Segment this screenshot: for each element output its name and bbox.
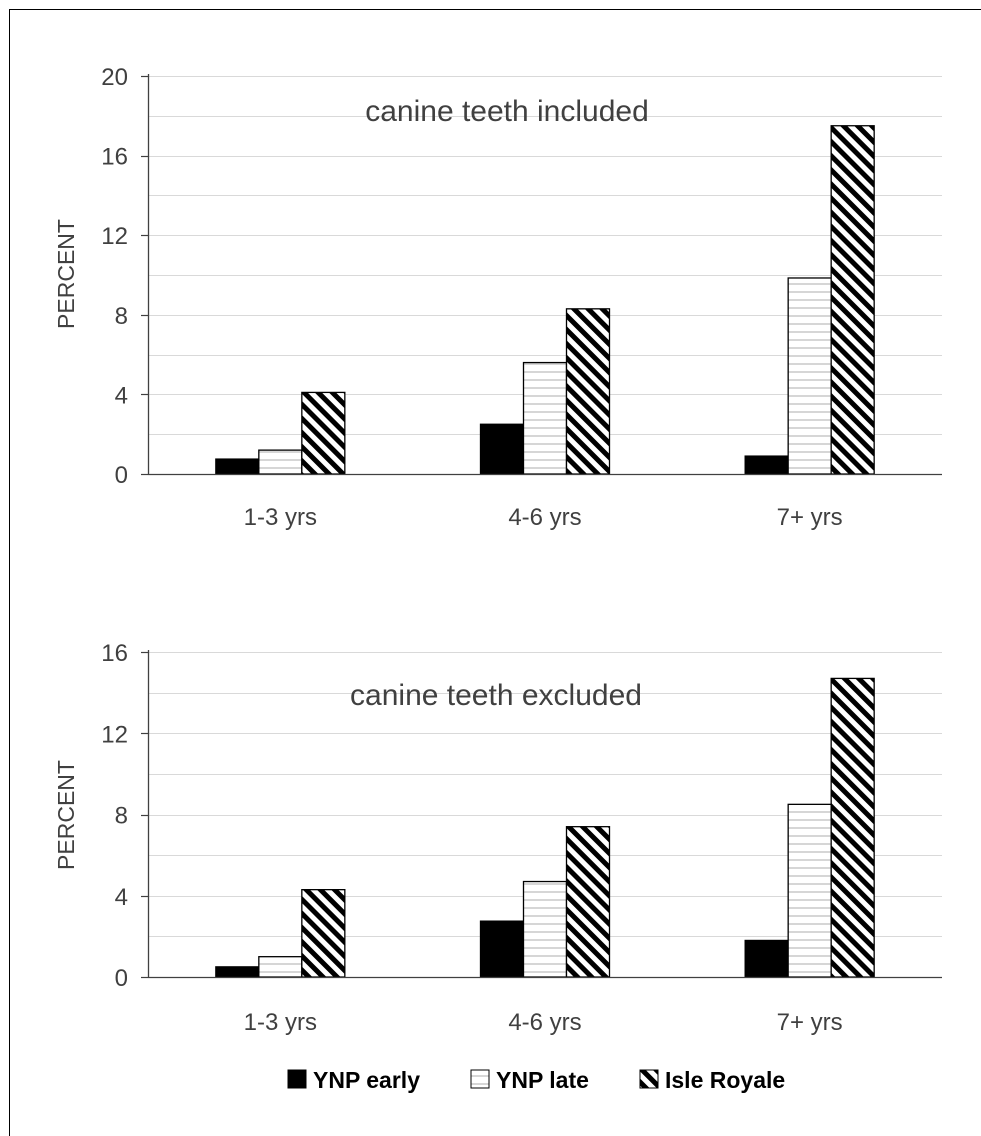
- legend: YNP early YNP late Isle Royale: [287, 1067, 785, 1093]
- bar-isle-royale: [301, 391, 346, 475]
- chart-canine-included: 0 4 8 12 16 20 1-3 yrs 4-6 yrs 7+ yrs canine te…: [53, 64, 942, 531]
- top-annotation: canine teeth included: [365, 95, 649, 128]
- x-tick-label: 7+ yrs: [777, 504, 843, 531]
- legend-swatch-ynp-late: [470, 1069, 490, 1089]
- bottom-axes: [141, 650, 942, 979]
- bar-ynp-late: [787, 277, 832, 475]
- y-tick-label: 16: [101, 640, 128, 667]
- bar-ynp-late: [258, 449, 303, 475]
- y-tick-label: 8: [115, 803, 128, 830]
- bar-ynp-early: [744, 455, 789, 475]
- bar-ynp-late: [787, 803, 832, 978]
- bar-isle-royale: [301, 889, 346, 978]
- y-tick-label: 20: [101, 64, 128, 91]
- x-tick-label: 1-3 yrs: [244, 1009, 317, 1036]
- x-tick-label: 7+ yrs: [777, 1009, 843, 1036]
- top-axes: [141, 74, 942, 476]
- legend-swatch-ynp-early: [287, 1069, 307, 1089]
- top-x-tick-labels: 1-3 yrs 4-6 yrs 7+ yrs: [244, 504, 843, 531]
- bar-ynp-late: [522, 361, 568, 475]
- bottom-y-tick-labels: 0 4 8 12 16: [101, 640, 128, 992]
- x-tick-label: 4-6 yrs: [508, 1009, 581, 1036]
- legend-label-ynp-early: YNP early: [313, 1067, 420, 1093]
- y-tick-label: 4: [115, 884, 128, 911]
- figure-frame: [9, 9, 981, 1136]
- bottom-x-tick-labels: 1-3 yrs 4-6 yrs 7+ yrs: [244, 1009, 843, 1036]
- x-tick-label: 1-3 yrs: [244, 504, 317, 531]
- top-y-tick-labels: 0 4 8 12 16 20: [101, 64, 128, 489]
- bar-ynp-early: [479, 423, 525, 475]
- bar-ynp-late: [522, 880, 568, 978]
- legend-swatch-isle-royale: [639, 1069, 659, 1089]
- chart-canine-excluded: 0 4 8 12 16 1-3 yrs 4-6 yrs 7+ yrs canine teet…: [53, 640, 942, 1036]
- y-tick-label: 16: [101, 144, 128, 171]
- bottom-y-axis-label: PERCENT: [53, 760, 79, 870]
- top-bars: [215, 125, 875, 475]
- bottom-bars: [215, 677, 875, 978]
- y-tick-label: 0: [115, 965, 128, 992]
- y-tick-label: 8: [115, 303, 128, 330]
- y-tick-label: 4: [115, 382, 128, 409]
- bar-isle-royale: [830, 677, 875, 978]
- top-y-axis-label: PERCENT: [53, 219, 79, 329]
- y-tick-label: 12: [101, 721, 128, 748]
- bar-ynp-early: [744, 939, 789, 978]
- y-tick-label: 12: [101, 223, 128, 250]
- bar-isle-royale: [830, 125, 875, 475]
- x-tick-label: 4-6 yrs: [508, 504, 581, 531]
- legend-label-isle-royale: Isle Royale: [665, 1067, 785, 1093]
- bottom-annotation: canine teeth excluded: [350, 679, 642, 712]
- bar-isle-royale: [565, 826, 611, 978]
- bar-isle-royale: [565, 308, 611, 475]
- legend-label-ynp-late: YNP late: [496, 1067, 589, 1093]
- bar-ynp-early: [479, 920, 525, 978]
- y-tick-label: 0: [115, 462, 128, 489]
- bar-ynp-early: [215, 458, 260, 475]
- bar-ynp-early: [215, 966, 260, 978]
- bar-ynp-late: [258, 956, 303, 978]
